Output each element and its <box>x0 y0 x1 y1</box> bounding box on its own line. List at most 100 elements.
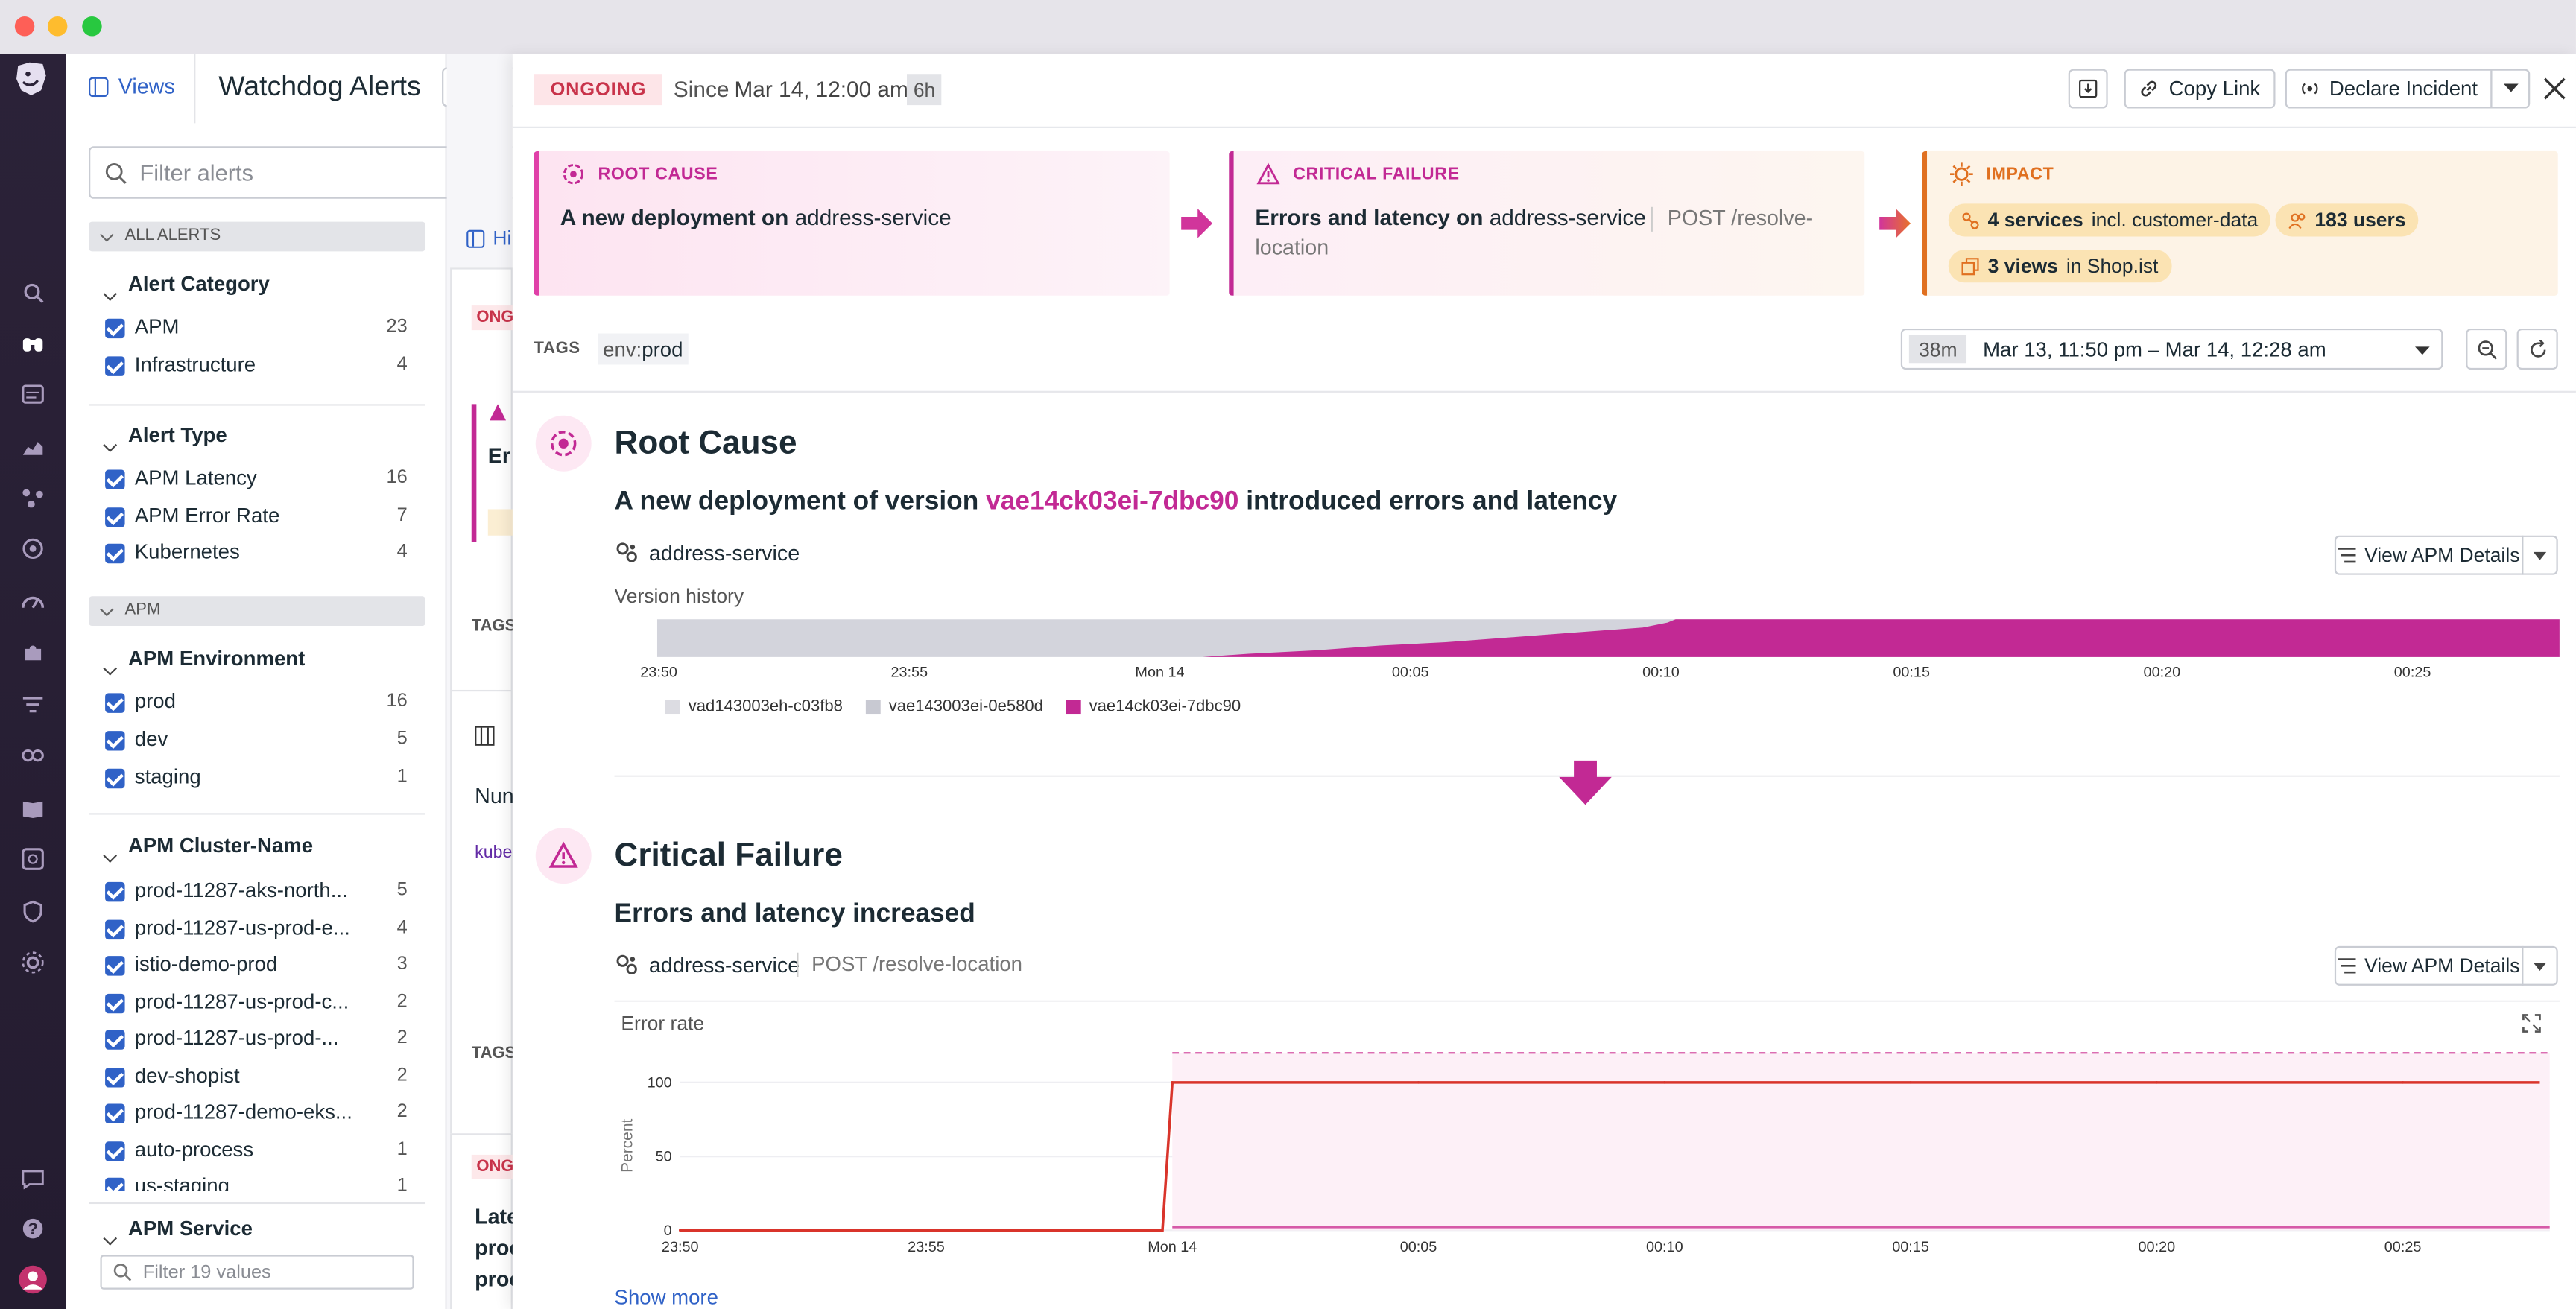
close-window-icon[interactable] <box>14 16 35 37</box>
user-icon[interactable] <box>16 1263 49 1296</box>
binoculars-icon[interactable] <box>16 327 49 360</box>
arrow-right-icon <box>1178 207 1215 248</box>
close-icon[interactable] <box>2543 77 2566 109</box>
minimize-window-icon[interactable] <box>47 16 68 37</box>
legend-item[interactable]: vae143003ei-0e580d <box>865 698 1043 716</box>
facet-label[interactable]: prod-11287-aks-north... <box>134 878 348 902</box>
checkbox-cluster[interactable] <box>105 1030 125 1050</box>
copy-link-button[interactable]: Copy Link <box>2124 69 2276 109</box>
show-more-link[interactable]: Show more <box>614 1286 718 1309</box>
service-name[interactable]: address-service <box>648 952 800 977</box>
root-cause-card[interactable]: ROOT CAUSE A new deployment on address-s… <box>534 150 1170 296</box>
filter-icon[interactable] <box>16 688 49 721</box>
chat-icon[interactable] <box>16 1163 49 1196</box>
checkbox-staging[interactable] <box>105 768 125 789</box>
facet-label[interactable]: Infrastructure <box>134 353 256 376</box>
view-apm-details-button[interactable]: View APM Details <box>2334 945 2524 986</box>
checkbox-cluster[interactable] <box>105 1141 125 1161</box>
facet-label[interactable]: auto-process <box>134 1138 254 1161</box>
export-button[interactable] <box>2068 69 2108 109</box>
facet-label[interactable]: prod-11287-demo-eks... <box>134 1100 352 1124</box>
filter-values-input[interactable]: Filter 19 values <box>100 1255 414 1290</box>
puzzle-icon[interactable] <box>16 636 49 668</box>
services-pill[interactable]: 4 services incl. customer-data <box>1948 203 2271 237</box>
impact-card[interactable]: IMPACT 4 services incl. customer-data 183… <box>1922 150 2558 296</box>
facet-label[interactable]: us-staging <box>134 1174 230 1191</box>
reset-button[interactable] <box>2516 328 2558 370</box>
facet-label[interactable]: dev-shopist <box>134 1064 240 1088</box>
checkbox-infrastructure[interactable] <box>105 356 125 376</box>
reset-icon <box>2530 339 2545 357</box>
facet-label[interactable]: APM Error Rate <box>134 504 280 527</box>
views-button[interactable]: Views <box>89 74 175 98</box>
alert-card[interactable]: ONG Er TAGS <box>450 267 519 703</box>
chevron-down-icon[interactable] <box>103 1222 118 1252</box>
filter-alerts-input[interactable]: Filter alerts <box>89 146 533 199</box>
all-alerts-section[interactable]: ALL ALERTS <box>89 221 426 252</box>
chevron-down-icon[interactable] <box>103 428 118 458</box>
apm-section[interactable]: APM <box>89 596 426 626</box>
checkbox-cluster[interactable] <box>105 881 125 902</box>
facet-label[interactable]: prod-11287-us-prod-e... <box>134 916 350 940</box>
critical-failure-card[interactable]: CRITICAL FAILURE Errors and latency on a… <box>1229 150 1865 296</box>
alert-card-title: Er <box>487 443 511 469</box>
checkbox-kubernetes[interactable] <box>105 543 125 564</box>
zoom-out-button[interactable] <box>2466 328 2507 370</box>
facet-label[interactable]: dev <box>134 727 168 751</box>
checkbox-cluster[interactable] <box>105 993 125 1014</box>
checkbox-cluster[interactable] <box>105 1103 125 1124</box>
declare-incident-dropdown[interactable] <box>2490 69 2531 109</box>
hide-filters-button[interactable]: Hi <box>466 226 511 250</box>
alert-card[interactable]: ONGO Late proc proc <box>450 1133 532 1309</box>
legend-item[interactable]: vad143003eh-c03fb8 <box>665 698 843 716</box>
gauge-icon[interactable] <box>16 585 49 618</box>
facet-label[interactable]: staging <box>134 765 201 789</box>
expand-icon[interactable] <box>2522 1012 2541 1042</box>
view-apm-dropdown[interactable] <box>2522 945 2558 986</box>
tag-env-prod[interactable]: env: prod <box>598 333 689 365</box>
alert-card[interactable]: Nun kube TAGS <box>450 689 516 1147</box>
declare-incident-button[interactable]: Declare Incident <box>2285 69 2493 109</box>
facet-label[interactable]: prod-11287-us-prod-... <box>134 1026 339 1050</box>
checkbox-dev[interactable] <box>105 731 125 751</box>
checkbox-cluster[interactable] <box>105 1068 125 1088</box>
link-icon[interactable] <box>16 739 49 772</box>
users-pill[interactable]: 183 users <box>2275 203 2420 237</box>
chevron-down-icon[interactable] <box>103 840 118 869</box>
checkbox-prod[interactable] <box>105 693 125 713</box>
chevron-down-icon[interactable] <box>103 278 118 308</box>
maximize-window-icon[interactable] <box>82 16 102 37</box>
facet-label[interactable]: prod <box>134 689 176 713</box>
facet-label[interactable]: APM Latency <box>134 466 257 490</box>
datadog-logo-icon[interactable] <box>13 57 50 100</box>
views-pill[interactable]: 3 views in Shop.ist <box>1948 250 2172 283</box>
book-icon[interactable] <box>16 792 49 825</box>
tag-link[interactable]: kube <box>475 843 513 863</box>
facet-label[interactable]: Kubernetes <box>134 540 240 564</box>
chart-icon[interactable] <box>16 431 49 463</box>
time-range-picker[interactable]: 38m Mar 13, 11:50 pm – Mar 14, 12:28 am <box>1900 328 2443 370</box>
checkbox-apm-error-rate[interactable] <box>105 507 125 527</box>
checkbox-apm-latency[interactable] <box>105 469 125 490</box>
list-icon[interactable] <box>16 378 49 411</box>
help-icon[interactable]: ? <box>16 1212 49 1245</box>
service-name[interactable]: address-service <box>648 540 800 565</box>
gear-icon[interactable] <box>16 946 49 979</box>
facet-label[interactable]: istio-demo-prod <box>134 952 278 976</box>
chevron-down-icon[interactable] <box>103 652 118 682</box>
shield-icon[interactable] <box>16 896 49 928</box>
facet-label[interactable]: APM <box>134 315 180 339</box>
search-icon[interactable] <box>16 276 49 308</box>
checkbox-cluster[interactable] <box>105 956 125 976</box>
logs-icon[interactable] <box>16 843 49 875</box>
checkbox-cluster[interactable] <box>105 1177 125 1191</box>
view-apm-dropdown[interactable] <box>2522 535 2558 575</box>
target-icon[interactable] <box>16 532 49 565</box>
legend-item[interactable]: vae14ck03ei-7dbc90 <box>1066 698 1241 716</box>
graph-icon[interactable] <box>16 481 49 514</box>
facet-label[interactable]: prod-11287-us-prod-c... <box>134 990 349 1014</box>
checkbox-apm[interactable] <box>105 318 125 339</box>
view-apm-details-button[interactable]: View APM Details <box>2334 535 2524 575</box>
endpoint-name[interactable]: POST /resolve-location <box>811 952 1022 976</box>
checkbox-cluster[interactable] <box>105 919 125 940</box>
